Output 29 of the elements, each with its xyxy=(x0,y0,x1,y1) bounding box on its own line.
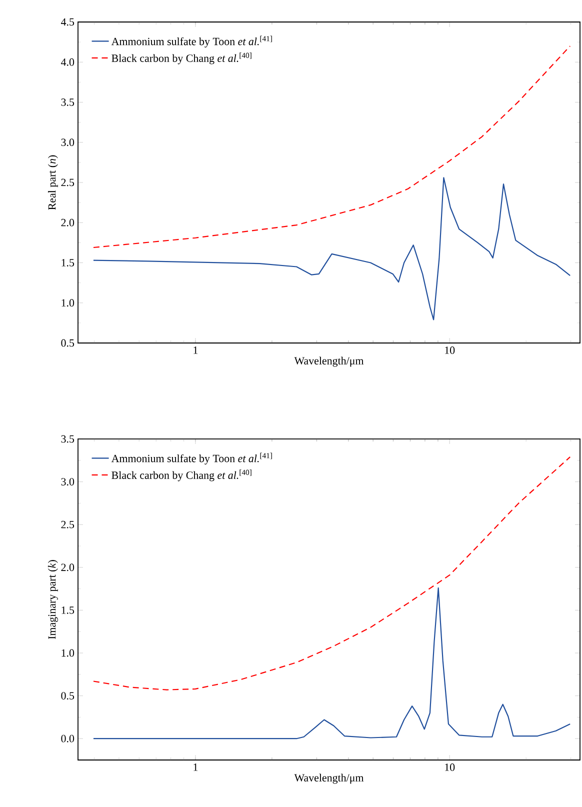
y-tick-label: 3.5 xyxy=(61,98,74,106)
y-tick-label: 4.5 xyxy=(61,18,74,26)
y-tick-label: 0.5 xyxy=(61,339,74,347)
y-tick-label: 3.5 xyxy=(61,435,74,443)
x-axis-title: Wavelength/μm xyxy=(294,774,364,784)
y-tick-label: 1.0 xyxy=(62,649,74,657)
y-tick-label: 2.5 xyxy=(61,178,74,186)
y-tick-label: 2.5 xyxy=(61,520,74,528)
y-tick-label: 3.0 xyxy=(61,138,74,146)
legend-label: Ammonium sulfate by Toon et al.$^{[41]}$ xyxy=(111,452,272,464)
y-axis-title: Real part (n) xyxy=(48,155,58,210)
y-tick-label: 0.5 xyxy=(61,692,74,700)
x-tick-label: 1 xyxy=(194,346,198,354)
y-tick-label: 2.0 xyxy=(61,564,74,572)
x-axis-title: Wavelength/μm xyxy=(294,356,364,367)
x-tick-label: 10 xyxy=(445,764,455,771)
y-tick-label: 4.0 xyxy=(61,58,74,66)
legend-label: Black carbon by Chang et al.$^{[40]}$ xyxy=(112,52,252,64)
legend-label: Black carbon by Chang et al.$^{[40]}$ xyxy=(112,470,252,482)
y-tick-label: 3.0 xyxy=(61,478,74,486)
y-tick-label: 1.5 xyxy=(62,606,74,614)
y-axis-title: Imaginary part (k) xyxy=(48,560,58,640)
y-tick-label: 1.0 xyxy=(62,299,74,307)
x-tick-label: 1 xyxy=(194,764,198,771)
y-tick-label: 0.0 xyxy=(61,734,74,742)
legend-label: Ammonium sulfate by Toon et al.$^{[41]}$ xyxy=(111,36,272,48)
y-tick-label: 1.5 xyxy=(62,259,74,266)
x-tick-label: 10 xyxy=(445,346,455,354)
y-tick-label: 2.0 xyxy=(61,218,74,226)
